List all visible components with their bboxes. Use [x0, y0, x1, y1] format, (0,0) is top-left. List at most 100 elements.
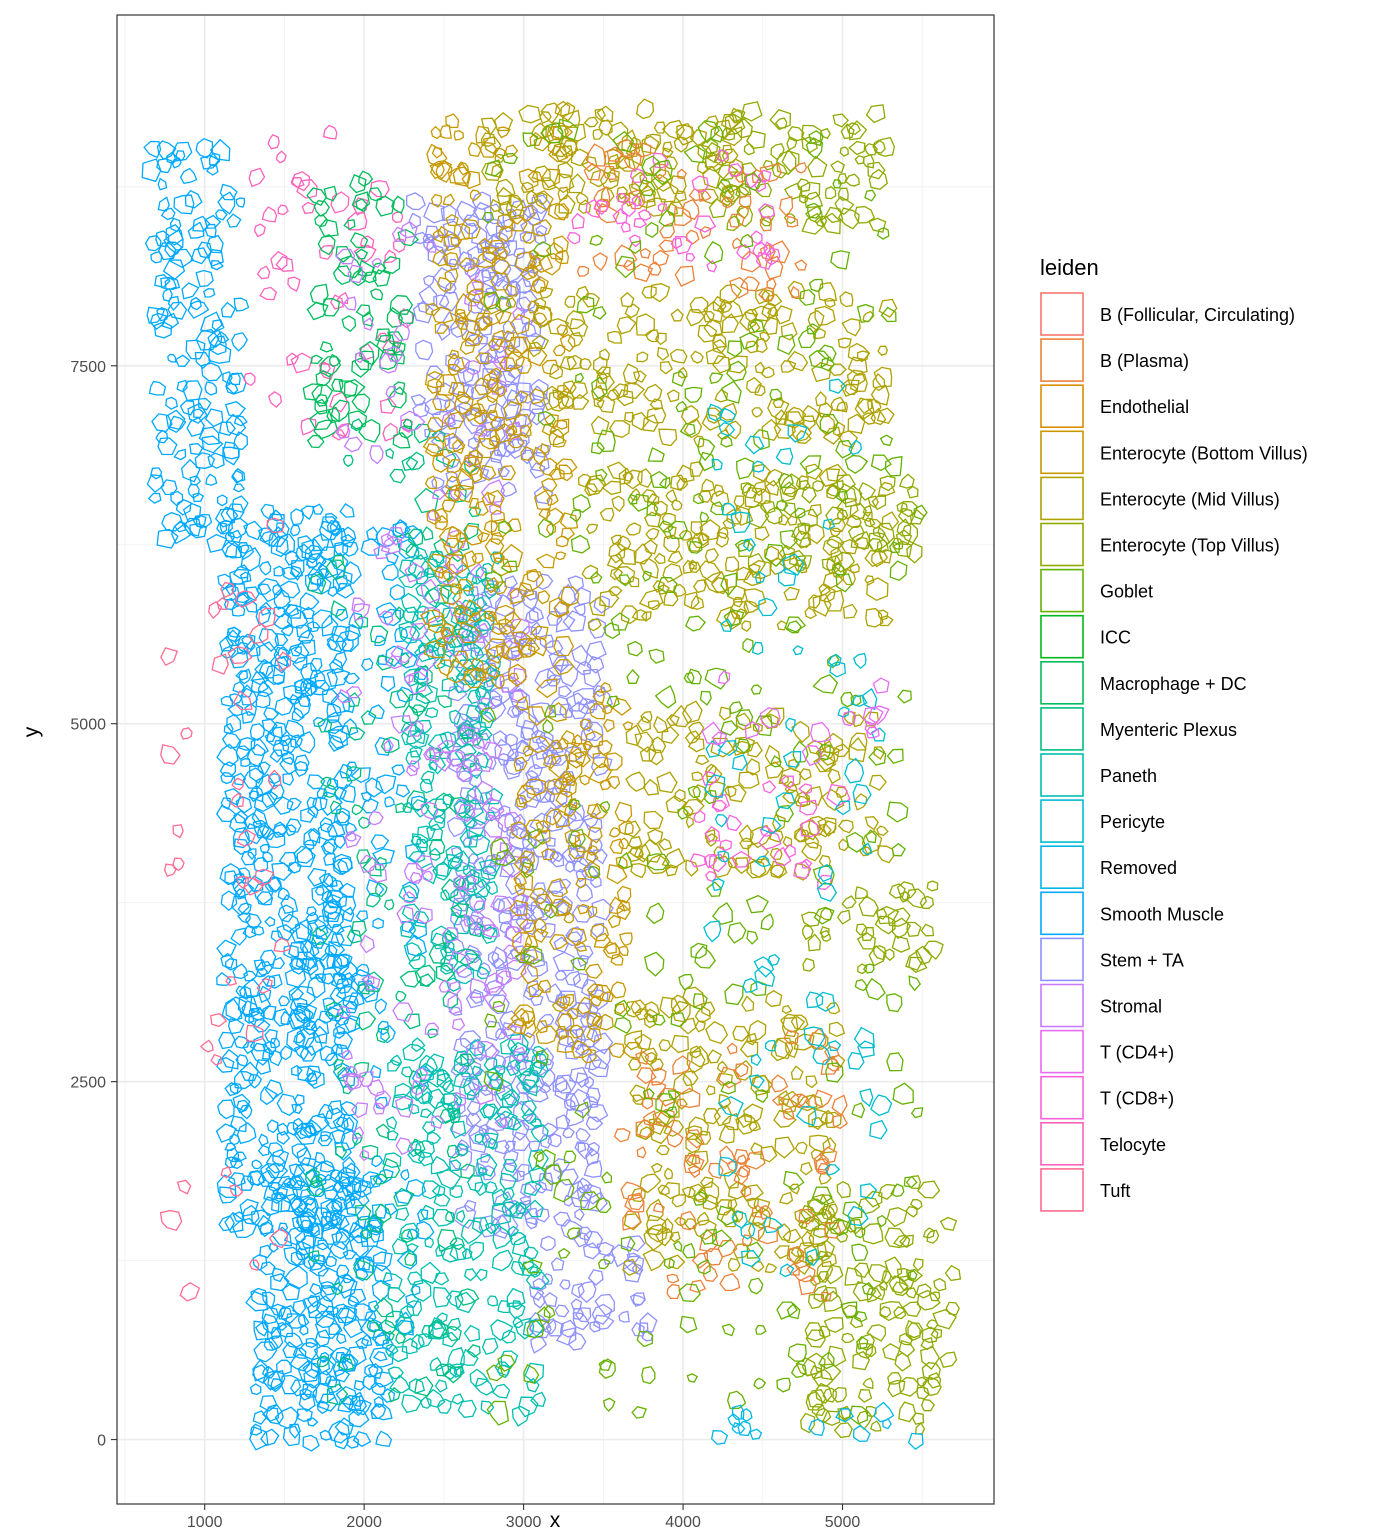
cell-polygon: [587, 1059, 610, 1078]
cell-polygon: [541, 749, 561, 766]
cell-polygon: [533, 485, 554, 505]
cell-polygon: [864, 1190, 883, 1208]
cell-polygon: [298, 1341, 318, 1361]
cell-polygon: [511, 216, 528, 232]
cell-polygon: [888, 883, 906, 899]
cell-polygon: [348, 1394, 368, 1417]
cell-polygon: [156, 306, 169, 322]
cell-polygon: [732, 117, 753, 139]
cell-polygon: [822, 518, 836, 531]
cell-polygon: [252, 1364, 269, 1385]
cell-polygon: [410, 1138, 426, 1155]
cell-polygon: [291, 1103, 303, 1115]
cell-polygon: [775, 499, 789, 512]
legend-key: [1040, 430, 1084, 475]
cell-polygon: [835, 439, 854, 459]
cell-polygon: [722, 144, 733, 156]
cell-polygon: [535, 1025, 558, 1045]
cell-polygon: [347, 264, 364, 284]
cell-polygon: [699, 1176, 714, 1189]
cell-polygon: [290, 508, 304, 526]
cell-polygon: [784, 616, 807, 633]
cell-polygon: [556, 1025, 568, 1040]
cell-polygon: [321, 1221, 344, 1245]
cell-polygon: [445, 554, 469, 576]
cell-polygon: [629, 1292, 646, 1306]
cell-polygon: [195, 269, 214, 288]
cell-polygon: [745, 758, 761, 776]
cell-polygon: [233, 772, 247, 786]
cell-polygon: [561, 847, 581, 865]
cell-polygon: [620, 1236, 636, 1252]
cell-polygon: [616, 903, 632, 921]
cell-polygon: [292, 1004, 314, 1024]
cell-polygon: [431, 429, 446, 443]
cell-polygon: [483, 1070, 504, 1092]
cell-polygon: [279, 1304, 300, 1324]
cell-polygon: [215, 1123, 237, 1143]
cell-polygon: [335, 977, 353, 994]
cell-polygon: [533, 928, 549, 944]
cell-polygon: [492, 551, 506, 564]
cell-polygon: [742, 1234, 753, 1247]
cell-polygon: [312, 1025, 328, 1044]
cell-polygon: [701, 478, 716, 493]
cell-polygon: [494, 422, 516, 445]
cell-polygon: [748, 318, 765, 333]
cell-polygon: [563, 911, 575, 924]
cell-polygon: [818, 281, 838, 302]
cell-polygon: [666, 1129, 684, 1148]
cell-polygon: [208, 343, 232, 364]
cell-polygon: [527, 827, 546, 850]
cell-polygon: [342, 541, 359, 557]
cell-polygon: [593, 932, 612, 949]
cell-polygon: [567, 845, 586, 863]
cell-polygon: [800, 1216, 820, 1232]
cell-polygon: [607, 121, 629, 146]
cell-polygon: [268, 769, 282, 790]
cell-polygon: [406, 1300, 423, 1316]
cell-polygon: [494, 1110, 518, 1130]
cell-polygon: [351, 1391, 365, 1408]
cell-polygon: [589, 802, 609, 820]
cell-polygon: [786, 1302, 801, 1320]
cell-polygon: [807, 933, 821, 952]
cell-polygon: [318, 872, 334, 888]
cell-polygon: [220, 301, 236, 318]
cell-polygon: [342, 454, 354, 468]
cell-polygon: [293, 845, 314, 864]
cell-polygon: [382, 340, 400, 356]
cell-polygon: [676, 478, 689, 491]
cell-polygon: [516, 431, 530, 448]
cell-polygon: [827, 1040, 842, 1051]
cell-polygon: [734, 504, 754, 526]
cell-polygon: [220, 695, 234, 708]
legend-label: Pericyte: [1100, 812, 1165, 832]
cell-polygon: [433, 565, 451, 585]
cell-polygon: [383, 898, 395, 911]
cell-polygon: [495, 295, 512, 313]
cell-polygon: [426, 417, 444, 433]
cell-polygon: [683, 591, 700, 610]
cell-polygon: [359, 934, 375, 954]
cell-polygon: [854, 1310, 868, 1323]
cell-polygon: [520, 962, 539, 985]
cell-polygon: [744, 1150, 766, 1170]
cell-polygon: [375, 774, 397, 795]
cell-polygon: [362, 856, 382, 877]
cell-polygon: [743, 142, 755, 156]
cell-polygon: [534, 1180, 548, 1194]
cell-polygon: [586, 1191, 608, 1212]
cell-polygon: [430, 125, 443, 140]
cell-polygon: [349, 1221, 364, 1238]
cell-polygon: [486, 1400, 510, 1426]
cell-polygon: [656, 346, 670, 361]
legend-label: Enterocyte (Mid Villus): [1100, 489, 1280, 509]
cell-polygon: [659, 1098, 680, 1119]
cell-polygon: [575, 285, 590, 301]
cell-polygon: [280, 1374, 302, 1395]
cell-polygon: [286, 797, 302, 811]
cell-polygon: [382, 422, 399, 442]
cell-polygon: [740, 101, 763, 122]
